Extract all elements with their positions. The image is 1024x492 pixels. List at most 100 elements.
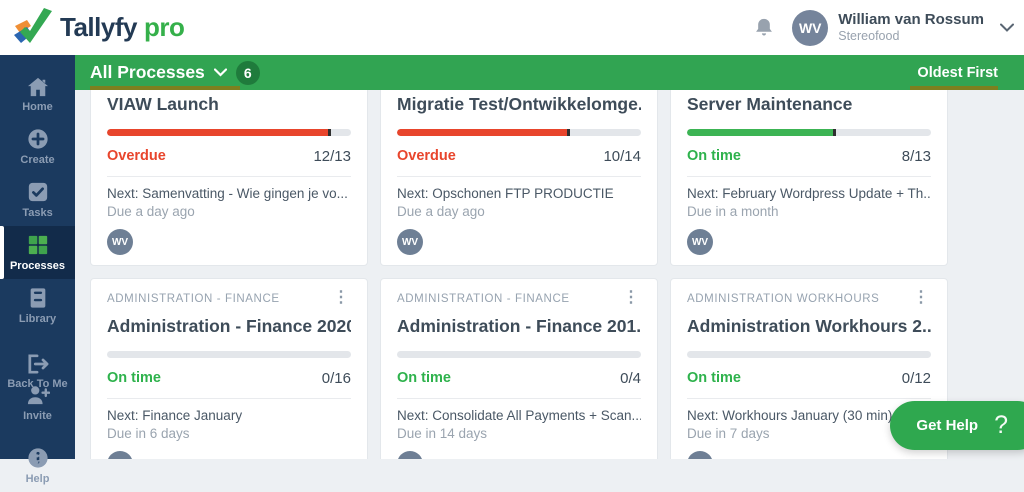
chevron-down-icon[interactable] xyxy=(1000,23,1014,32)
card-divider xyxy=(687,398,931,399)
assignee-avatar[interactable]: WV xyxy=(687,229,713,255)
user-name: William van Rossum xyxy=(838,11,984,29)
sidebar-item-settings[interactable]: ⚙ xyxy=(0,446,75,468)
page-title: All Processes xyxy=(90,62,205,83)
card-divider xyxy=(397,398,641,399)
card-divider xyxy=(397,176,641,177)
card-divider xyxy=(107,176,351,177)
sidebar-item-create[interactable]: Create xyxy=(0,120,75,173)
task-count: 12/13 xyxy=(313,148,351,165)
sort-underline xyxy=(910,86,998,90)
brand-suffix: pro xyxy=(144,12,184,43)
kebab-menu-icon[interactable]: ⋮ xyxy=(621,291,641,305)
get-help-button[interactable]: Get Help ? xyxy=(890,401,1024,450)
home-icon xyxy=(27,77,49,97)
question-mark-icon: ? xyxy=(994,411,1008,440)
assignee-avatar[interactable]: WV xyxy=(397,229,423,255)
tallyfy-check-icon xyxy=(12,7,56,49)
status-text: Overdue xyxy=(107,148,166,164)
task-count: 10/14 xyxy=(603,148,641,165)
progress-bar xyxy=(687,351,931,358)
notifications-bell-icon[interactable] xyxy=(754,17,774,39)
sort-control[interactable]: Oldest First xyxy=(917,65,998,81)
due-text: Due in a month xyxy=(687,203,931,221)
process-card[interactable]: ⋮ Migratie Test/Ontwikkelomge... Overdue… xyxy=(380,90,658,266)
progress-bar-fill xyxy=(397,129,570,136)
status-text: On time xyxy=(687,148,741,164)
sidebar-item-invite[interactable]: Invite xyxy=(0,376,75,429)
cards-grid: ⋮ VIAW Launch Overdue 12/13 Next: Samenv… xyxy=(90,90,1024,459)
user-menu[interactable]: WV William van Rossum Stereofood xyxy=(792,10,1014,46)
green-grid-icon xyxy=(27,234,49,256)
get-help-label: Get Help xyxy=(916,417,978,434)
sidebar-item-label: Library xyxy=(19,313,56,325)
due-text: Due a day ago xyxy=(397,203,641,221)
due-text: Due in 14 days xyxy=(397,425,641,443)
progress-bar xyxy=(107,351,351,358)
app-header: Tallyfy pro WV William van Rossum Stereo… xyxy=(0,0,1024,55)
logout-arrow-icon xyxy=(26,354,50,374)
task-count: 0/12 xyxy=(902,370,931,387)
chevron-down-icon xyxy=(214,68,227,77)
next-task: Next: Finance January xyxy=(107,407,351,425)
progress-bar xyxy=(397,351,641,358)
assignee-avatar[interactable]: WV xyxy=(107,451,133,459)
sidebar-nav: Home Create Tasks Processes Library Back… xyxy=(0,55,75,459)
sidebar-item-label: Invite xyxy=(23,410,52,422)
processes-toolbar: All Processes 6 Oldest First xyxy=(75,55,1024,90)
assignee-avatar[interactable]: WV xyxy=(397,451,423,459)
settings-gear-icon: ⚙ xyxy=(29,444,47,468)
sidebar-item-label: Processes xyxy=(10,260,65,272)
task-count: 0/16 xyxy=(322,370,351,387)
brand-name: Tallyfy xyxy=(60,12,137,43)
card-divider xyxy=(107,398,351,399)
processes-board: ⋮ VIAW Launch Overdue 12/13 Next: Samenv… xyxy=(75,90,1024,459)
sidebar-item-library[interactable]: Library xyxy=(0,279,75,332)
sidebar-item-label: Tasks xyxy=(22,207,52,219)
kebab-menu-icon[interactable]: ⋮ xyxy=(911,291,931,305)
process-title: Server Maintenance xyxy=(687,93,931,115)
process-card[interactable]: ⋮ Server Maintenance On time 8/13 Next: … xyxy=(670,90,948,266)
task-count: 0/4 xyxy=(620,370,641,387)
assignee-avatar[interactable]: WV xyxy=(687,451,713,459)
status-text: On time xyxy=(687,370,741,386)
process-card[interactable]: ADMINISTRATION - FINANCE ⋮ Administratio… xyxy=(380,278,658,459)
process-card[interactable]: ⋮ VIAW Launch Overdue 12/13 Next: Samenv… xyxy=(90,90,368,266)
progress-bar xyxy=(397,129,641,136)
user-avatar[interactable]: WV xyxy=(792,10,828,46)
process-title: Migratie Test/Ontwikkelomge... xyxy=(397,93,641,115)
sidebar-item-processes[interactable]: Processes xyxy=(0,226,75,279)
status-text: On time xyxy=(107,370,161,386)
plus-circle-icon xyxy=(27,128,49,150)
all-processes-dropdown[interactable]: All Processes 6 xyxy=(90,61,260,85)
progress-bar-fill xyxy=(107,129,331,136)
active-tab-underline xyxy=(90,86,240,90)
card-category: ADMINISTRATION WORKHOURS xyxy=(687,291,879,307)
assignee-avatar[interactable]: WV xyxy=(107,229,133,255)
sidebar-item-home[interactable]: Home xyxy=(0,69,75,120)
process-title: VIAW Launch xyxy=(107,93,351,115)
progress-bar xyxy=(107,129,351,136)
card-divider xyxy=(687,176,931,177)
card-category: ADMINISTRATION - FINANCE xyxy=(397,291,570,307)
next-task: Next: Opschonen FTP PRODUCTIE xyxy=(397,185,641,203)
process-title: Administration - Finance 201... xyxy=(397,315,641,337)
sidebar-item-label: Help xyxy=(26,473,50,485)
due-text: Due a day ago xyxy=(107,203,351,221)
sidebar-item-label: Create xyxy=(20,154,54,166)
progress-bar xyxy=(687,129,931,136)
tallyfy-logo[interactable]: Tallyfy pro xyxy=(12,7,184,49)
card-category: ADMINISTRATION - FINANCE xyxy=(107,291,280,307)
progress-bar-fill xyxy=(687,129,836,136)
process-title: Administration - Finance 2020 xyxy=(107,315,351,337)
sidebar-item-label: Home xyxy=(22,101,53,113)
status-text: Overdue xyxy=(397,148,456,164)
sidebar-item-tasks[interactable]: Tasks xyxy=(0,173,75,226)
next-task: Next: Consolidate All Payments + Scan... xyxy=(397,407,641,425)
kebab-menu-icon[interactable]: ⋮ xyxy=(331,291,351,305)
next-task: Next: February Wordpress Update + Th... xyxy=(687,185,931,203)
task-count: 8/13 xyxy=(902,148,931,165)
person-plus-icon xyxy=(26,384,50,406)
process-card[interactable]: ADMINISTRATION - FINANCE ⋮ Administratio… xyxy=(90,278,368,459)
checkbox-icon xyxy=(27,181,49,203)
